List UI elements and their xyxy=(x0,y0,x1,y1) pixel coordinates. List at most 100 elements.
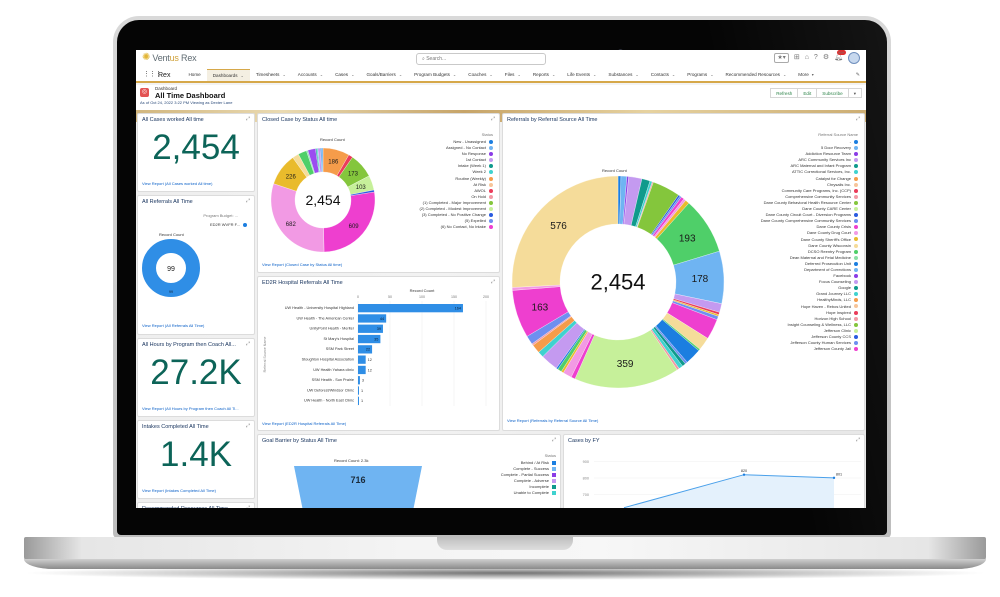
view-report-link[interactable]: View Report (All Referrals All Time) xyxy=(142,323,205,328)
legend-item[interactable]: Behind / At Risk xyxy=(501,460,556,466)
legend-item[interactable]: Dane County Wisconsin xyxy=(761,243,858,249)
legend-item[interactable]: Deferred Prosecution Unit xyxy=(761,261,858,267)
nav-item-contacts[interactable]: Contacts ⌄ xyxy=(645,69,682,81)
legend-item[interactable]: Dean Maternal and Fetal Medicine xyxy=(761,255,858,261)
legend-item[interactable]: Dane County Crisis xyxy=(761,224,858,230)
bar[interactable] xyxy=(358,314,387,323)
chevron-down-icon[interactable]: ⌄ xyxy=(593,72,597,77)
legend-item[interactable]: (1) Completed - Major Improvement xyxy=(420,200,493,206)
legend-item[interactable]: Jefferson County CCS xyxy=(761,334,858,340)
donut-slice[interactable] xyxy=(321,147,324,173)
data-point[interactable] xyxy=(742,473,746,476)
legend-item[interactable]: Facebook xyxy=(761,273,858,279)
chevron-down-icon[interactable]: ⌄ xyxy=(671,72,676,77)
bar[interactable] xyxy=(358,355,366,364)
legend-item[interactable]: At Risk xyxy=(420,182,493,188)
legend-item[interactable]: New - Unassigned xyxy=(420,139,493,145)
chevron-down-icon[interactable]: ⌄ xyxy=(398,72,403,77)
legend-item[interactable]: No Response xyxy=(420,151,493,157)
legend-item[interactable]: DCSO Reentry Program xyxy=(761,249,858,255)
view-report-link[interactable]: View Report (Closed Case by Status All t… xyxy=(262,262,343,267)
chevron-down-icon[interactable]: ⌄ xyxy=(282,72,286,77)
legend-item[interactable]: Routine (Weekly) xyxy=(420,176,493,182)
legend-item[interactable]: Department of Corrections xyxy=(761,267,858,273)
trailhead-icon[interactable]: ⌂ xyxy=(804,54,809,61)
nav-item-programs[interactable]: Programs ⌄ xyxy=(681,69,719,81)
view-report-link[interactable]: View Report (All Hours by Program then C… xyxy=(142,406,239,411)
refresh-button[interactable]: Refresh xyxy=(770,88,799,98)
legend-item[interactable]: Jefferson County Human Services xyxy=(761,340,858,346)
gear-icon[interactable]: ⚙ xyxy=(822,54,830,61)
legend-item[interactable]: Dane County Comprehensive Community Serv… xyxy=(761,218,858,224)
expand-icon[interactable]: ⤢ xyxy=(855,116,860,122)
legend-item[interactable]: Catalyst for Change xyxy=(761,176,858,182)
global-search-input[interactable]: ⌕ Search... xyxy=(416,53,546,65)
bar[interactable] xyxy=(358,365,366,375)
edit-button[interactable]: Edit xyxy=(797,88,818,98)
legend-item[interactable]: Jefferson County Jail xyxy=(761,346,858,352)
user-avatar[interactable] xyxy=(848,52,860,64)
chevron-down-icon[interactable]: ⌄ xyxy=(635,72,639,77)
legend-item[interactable]: HealthyMinds, LLC xyxy=(761,297,858,303)
nav-item-reports[interactable]: Reports ⌄ xyxy=(527,69,561,81)
expand-icon[interactable]: ⤢ xyxy=(245,116,250,122)
legend-item[interactable]: Community Care Programs, Inc. (CCP) xyxy=(761,188,858,194)
nav-item-files[interactable]: Files ⌄ xyxy=(499,69,527,81)
legend-item[interactable]: AWOL xyxy=(420,188,493,194)
legend-item[interactable]: Horizon High School xyxy=(761,316,858,322)
chevron-down-icon[interactable]: ⌄ xyxy=(351,72,355,77)
goal-barrier-funnel-chart[interactable]: 716 xyxy=(288,466,428,508)
legend-item[interactable]: Jefferson Clinic xyxy=(761,328,858,334)
legend-item[interactable]: Addiction Resource Team xyxy=(761,151,858,157)
add-icon[interactable]: ⊞ xyxy=(793,54,800,61)
more-actions-button[interactable]: ▾ xyxy=(847,88,862,98)
legend-item[interactable]: 5 Door Recovery xyxy=(761,145,858,151)
bar[interactable] xyxy=(358,396,359,405)
chevron-down-icon[interactable]: ⌄ xyxy=(517,72,521,77)
expand-icon[interactable]: ⤢ xyxy=(245,341,250,347)
legend-item[interactable]: Week 2 xyxy=(420,169,493,175)
referrals-donut-chart[interactable]: 99 99 xyxy=(141,238,201,298)
chevron-down-icon[interactable]: ⌄ xyxy=(551,72,556,77)
bar[interactable] xyxy=(358,304,463,313)
bar[interactable] xyxy=(358,376,360,385)
view-report-link[interactable]: View Report (Intakes Completed All Time) xyxy=(142,488,216,493)
legend-item[interactable]: 1st Contact xyxy=(420,157,493,163)
view-report-link[interactable]: View Report (ED2R Hospital Referrals All… xyxy=(262,421,347,426)
nav-item-more[interactable]: More ▾ xyxy=(792,69,819,81)
bar[interactable] xyxy=(358,345,373,354)
legend-item[interactable]: (2) Completed - Modest Improvement xyxy=(420,206,493,212)
legend-item[interactable]: Hope Haven - Rebos United xyxy=(761,304,858,310)
favorites-star-icon[interactable]: ★▾ xyxy=(774,53,789,63)
referral-source-donut-chart[interactable]: 193 178 359 163 576 2,454 xyxy=(508,172,728,392)
chevron-down-icon[interactable]: ▾ xyxy=(811,72,814,77)
expand-icon[interactable]: ⤢ xyxy=(245,423,250,429)
expand-icon[interactable]: ⤢ xyxy=(551,437,556,443)
legend-item[interactable]: Incomplete xyxy=(501,484,556,490)
data-point[interactable] xyxy=(832,476,836,480)
chevron-down-icon[interactable]: ⌄ xyxy=(240,73,244,78)
nav-item-accounts[interactable]: Accounts ⌄ xyxy=(292,69,329,81)
nav-item-recommended-resources[interactable]: Recommended Resources ⌄ xyxy=(720,69,793,81)
legend-item[interactable]: Intake (Week 1) xyxy=(420,163,493,169)
legend-item[interactable]: Google xyxy=(761,285,858,291)
expand-icon[interactable]: ⤢ xyxy=(490,116,495,122)
bar[interactable] xyxy=(358,324,383,333)
view-report-link[interactable]: View Report (All Cases worked All time) xyxy=(142,181,213,186)
nav-item-life-events[interactable]: Life Events ⌄ xyxy=(561,69,602,81)
donut-slice[interactable] xyxy=(511,175,619,288)
legend-item[interactable]: Assigned - No Contact xyxy=(420,145,493,151)
legend-item[interactable]: On Hold xyxy=(420,194,493,200)
legend-item[interactable]: Complete - Success xyxy=(501,466,556,472)
chevron-down-icon[interactable]: ⌄ xyxy=(452,72,457,77)
nav-item-goals-barriers[interactable]: Goals/Barriers ⌄ xyxy=(360,69,408,81)
legend-item[interactable]: Dane County Behavioral Health Resource C… xyxy=(761,200,858,206)
app-launcher-grid-icon[interactable]: ⋮⋮⋮ xyxy=(143,71,162,78)
bar[interactable] xyxy=(358,334,381,344)
legend-item[interactable]: (5) Expelled xyxy=(420,218,493,224)
legend-item[interactable]: Complete - Adverse xyxy=(501,478,556,484)
nav-item-program-budgets[interactable]: Program Budgets ⌄ xyxy=(408,69,462,81)
legend-item[interactable]: Dane County Drug Court xyxy=(761,230,858,236)
legend-item[interactable]: Unable to Complete xyxy=(501,490,556,496)
legend-item[interactable]: Comprehensive Community Services xyxy=(761,194,858,200)
